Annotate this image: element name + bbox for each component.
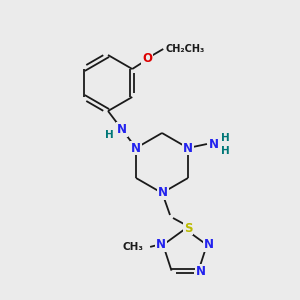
Text: S: S <box>184 221 192 235</box>
Text: H: H <box>220 133 230 143</box>
Text: N: N <box>183 142 193 154</box>
Text: CH₃: CH₃ <box>122 242 143 252</box>
Text: O: O <box>142 52 152 65</box>
Text: H: H <box>105 130 113 140</box>
Text: N: N <box>117 123 127 136</box>
Text: N: N <box>158 187 168 200</box>
Text: N: N <box>209 137 219 151</box>
Text: H: H <box>220 146 230 156</box>
Text: N: N <box>156 238 166 251</box>
Text: CH₂CH₃: CH₂CH₃ <box>165 44 205 54</box>
Text: N: N <box>196 265 206 278</box>
Text: N: N <box>204 238 214 251</box>
Text: N: N <box>131 142 141 154</box>
